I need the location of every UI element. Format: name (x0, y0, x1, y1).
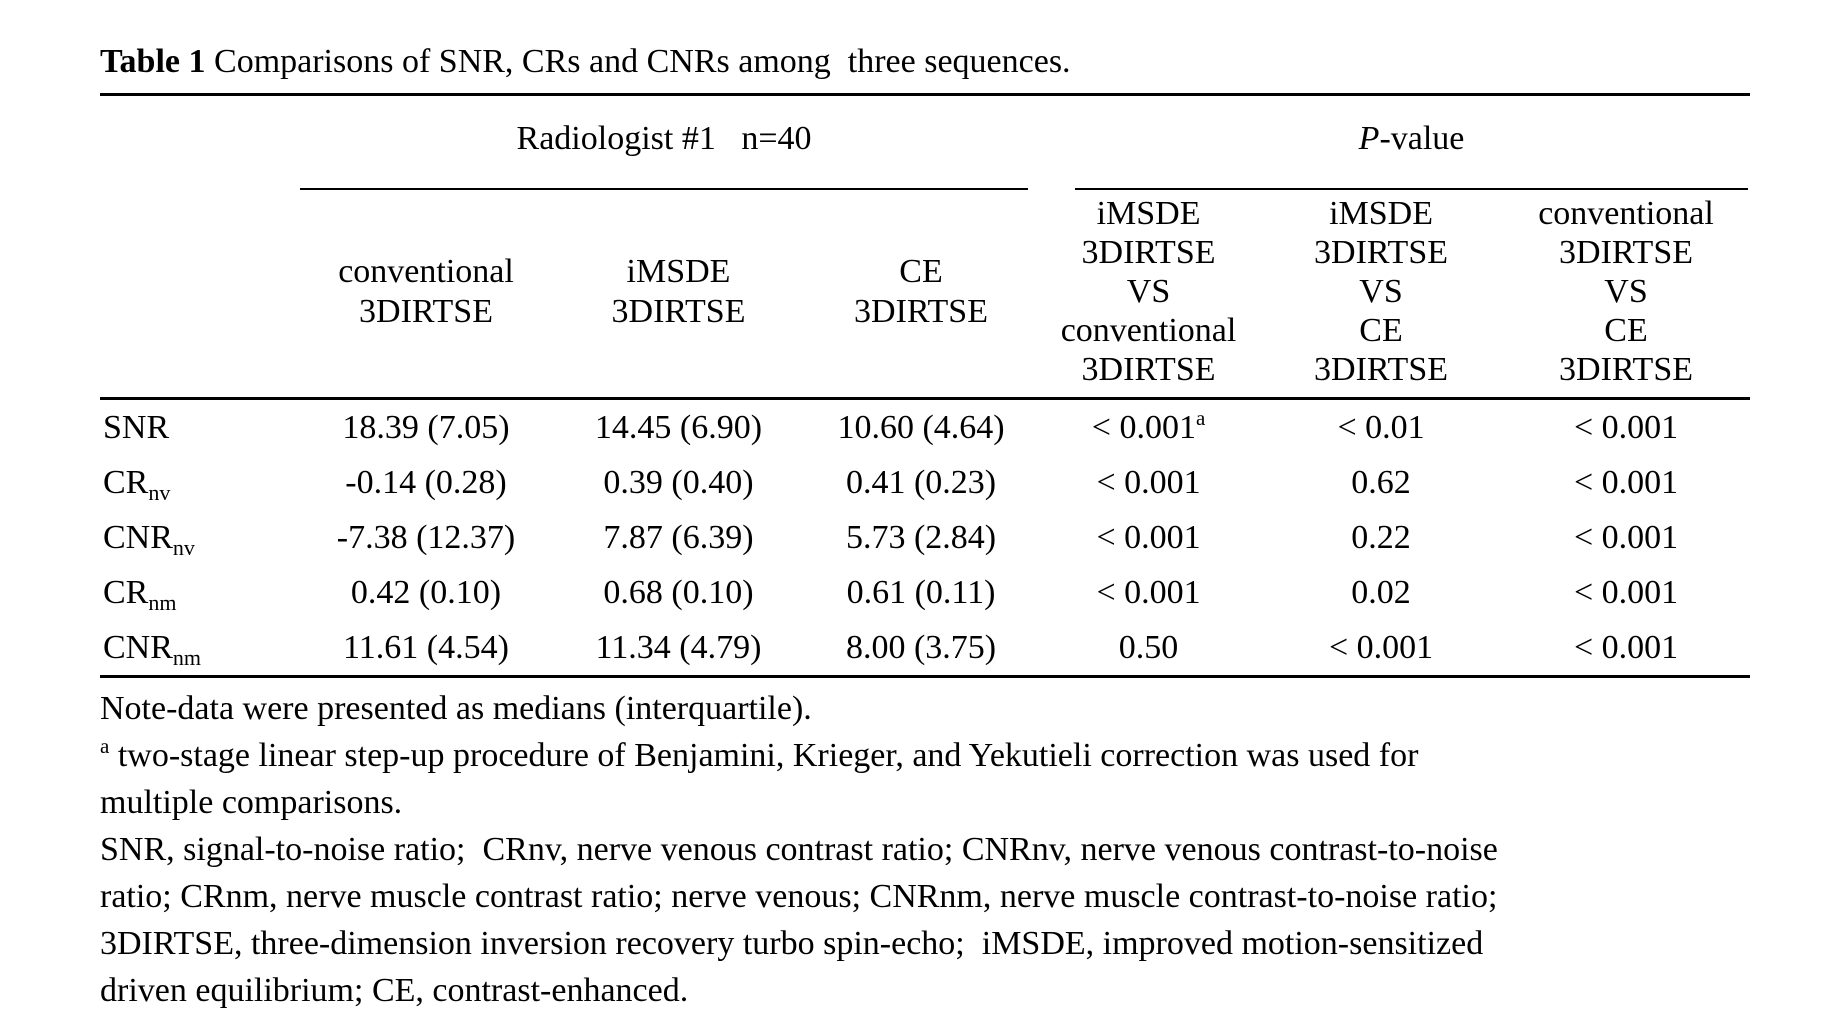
table-row-cnrnm: CNRnm 11.61 (4.54) 11.34 (4.79) 8.00 (3.… (100, 620, 1751, 679)
cell-value: 8.00 (3.75) (805, 620, 1038, 679)
group-header-row: Radiologist #1 n=40 P-value (100, 96, 1750, 190)
cell-value: < 0.001 (1573, 518, 1679, 556)
table-row-crnm: CRnm 0.42 (0.10) 0.68 (0.10) 0.61 (0.11)… (100, 565, 1750, 620)
row-label-cnrnv: CNRnv (103, 518, 195, 560)
cell-value: 0.61 (0.11) (846, 573, 996, 611)
column-header-ce-3dirtse: CE 3DIRTSE (805, 190, 1038, 401)
table-caption: Table 1 Comparisons of SNR, CRs and CNRs… (100, 42, 1830, 83)
group-header-radiologist-cell: Radiologist #1 n=40 (300, 96, 1037, 190)
table-caption-label: Table 1 (100, 43, 206, 80)
cell-value: < 0.001 (1573, 573, 1679, 611)
column-header-row: conventional 3DIRTSE iMSDE 3DIRTSE CE 3D… (100, 190, 1751, 401)
corner-cell (100, 96, 300, 190)
cell-value: 7.87 (6.39) (603, 518, 754, 556)
cell-value: 14.45 (6.90) (594, 408, 763, 446)
pvalue-italic-p: P (1358, 119, 1380, 157)
column-header-conventional-vs-ce: conventional 3DIRTSE VS CE 3DIRTSE (1502, 190, 1751, 401)
cell-value: < 0.001 (1260, 620, 1503, 679)
cell-value: < 0.001 (1573, 408, 1679, 446)
column-header-conventional-3dirtse: conventional 3DIRTSE (300, 190, 552, 401)
pvalue-rest: -value (1379, 119, 1465, 157)
cell-value: 0.41 (0.23) (845, 463, 997, 501)
cell-value: 0.39 (0.40) (603, 463, 754, 501)
table-row-crnv: CRnv -0.14 (0.28) 0.39 (0.40) 0.41 (0.23… (100, 455, 1750, 510)
cell-value: 0.42 (0.10) (350, 573, 502, 611)
cell-value: 18.39 (7.05) (342, 408, 510, 446)
footnote-marker-a: a (1195, 405, 1206, 430)
group-header-pvalue: P-value (1075, 96, 1749, 190)
cell-value: 11.61 (4.54) (300, 620, 552, 679)
cell-value: 0.02 (1351, 573, 1411, 611)
cell-value: < 0.001 (1096, 518, 1201, 556)
footnote-medians: Note-data were presented as medians (int… (100, 690, 812, 728)
cell-value: 0.68 (0.10) (603, 573, 754, 611)
column-header-imsde-vs-ce: iMSDE 3DIRTSE VS CE 3DIRTSE (1260, 190, 1503, 401)
cell-value: < 0.001a (1091, 405, 1206, 446)
column-header-imsde-vs-conventional: iMSDE 3DIRTSE VS conventional 3DIRTSE (1037, 190, 1261, 401)
column-header-empty (100, 190, 300, 401)
cell-value: -0.14 (0.28) (345, 463, 507, 501)
group-header-radiologist: Radiologist #1 n=40 (300, 96, 1029, 190)
cell-value: 11.34 (4.79) (552, 620, 805, 679)
cell-value: < 0.001 (1573, 463, 1679, 501)
row-label-crnv: CRnv (103, 463, 171, 505)
cell-value: 5.73 (2.84) (845, 518, 997, 556)
table-row-cnrnv: CNRnv -7.38 (12.37) 7.87 (6.39) 5.73 (2.… (100, 510, 1750, 565)
group-header-pvalue-cell: P-value (1037, 96, 1750, 190)
cell-value: 10.60 (4.64) (837, 408, 1005, 446)
table-row-snr: SNR 18.39 (7.05) 14.45 (6.90) 10.60 (4.6… (100, 400, 1750, 455)
comparison-table: Radiologist #1 n=40 P-value conventional… (100, 92, 1751, 679)
table-footnotes: Note-data were presented as medians (int… (100, 685, 1820, 1014)
table-caption-text: Comparisons of SNR, CRs and CNRs among t… (205, 43, 1071, 80)
table-header: Radiologist #1 n=40 P-value conventional… (100, 96, 1751, 401)
cell-value: 0.50 (1037, 620, 1261, 679)
cell-value: 0.62 (1351, 463, 1411, 501)
footnote-a-marker: a (100, 734, 110, 759)
cell-value: < 0.01 (1337, 408, 1425, 446)
footnote-correction: a two-stage linear step-up procedure of … (100, 734, 1419, 822)
row-label-cnrnm: CNRnm (100, 620, 300, 679)
column-header-imsde-3dirtse: iMSDE 3DIRTSE (552, 190, 805, 401)
cell-value: < 0.001 (1096, 463, 1201, 501)
footnote-abbreviations: SNR, signal-to-noise ratio; CRnv, nerve … (100, 831, 1498, 1010)
cell-value: < 0.001 (1096, 573, 1201, 611)
cell-value: 0.22 (1351, 518, 1411, 556)
row-label-snr: SNR (103, 408, 170, 446)
cell-value: < 0.001 (1502, 620, 1751, 679)
row-label-crnm: CRnm (103, 573, 177, 615)
table-body: SNR 18.39 (7.05) 14.45 (6.90) 10.60 (4.6… (100, 400, 1751, 679)
cell-value: -7.38 (12.37) (336, 518, 516, 556)
